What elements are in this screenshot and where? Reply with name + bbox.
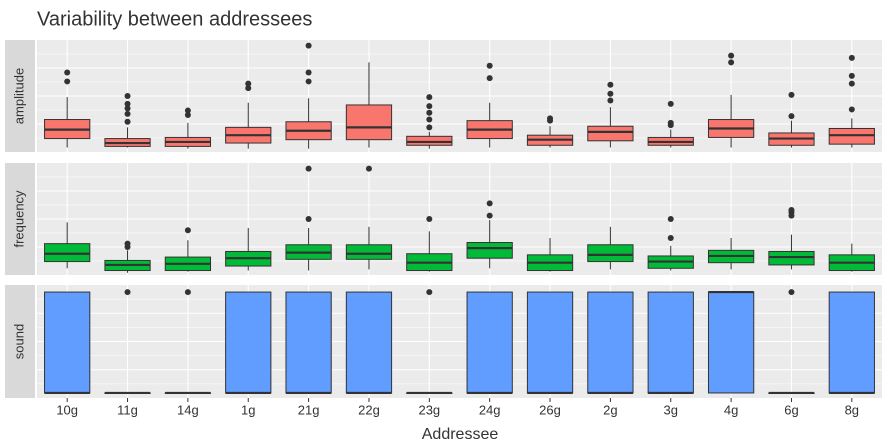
outlier bbox=[667, 216, 674, 222]
outlier bbox=[426, 124, 433, 131]
outlier bbox=[245, 80, 252, 87]
x-tick-label: 3g bbox=[664, 402, 678, 417]
x-tick-label: 8g bbox=[845, 402, 859, 417]
outlier bbox=[607, 90, 614, 97]
facet-label: sound bbox=[11, 324, 26, 359]
x-tick-label: 6g bbox=[784, 402, 798, 417]
facet-strip bbox=[5, 285, 35, 398]
outlier bbox=[486, 75, 493, 82]
outlier bbox=[667, 100, 674, 107]
outlier bbox=[245, 85, 252, 92]
outlier bbox=[124, 100, 131, 107]
outlier bbox=[667, 119, 674, 126]
outlier bbox=[547, 115, 554, 122]
box bbox=[707, 291, 755, 394]
x-axis-title: Addressee bbox=[422, 426, 499, 443]
outlier bbox=[184, 112, 191, 119]
outlier bbox=[124, 118, 131, 125]
outlier bbox=[728, 59, 735, 66]
x-tick-label: 2g bbox=[603, 402, 617, 417]
outlier bbox=[184, 227, 191, 234]
outlier bbox=[305, 78, 312, 85]
box bbox=[587, 244, 634, 263]
facet-strip bbox=[5, 163, 35, 275]
x-tick-label: 21g bbox=[298, 402, 320, 417]
box bbox=[828, 291, 875, 394]
outlier bbox=[848, 54, 855, 61]
outlier bbox=[426, 109, 433, 116]
box bbox=[647, 291, 694, 394]
box bbox=[345, 291, 393, 394]
x-tick-label: 1g bbox=[241, 402, 255, 417]
outlier bbox=[788, 207, 795, 214]
chart-title: Variability between addressees bbox=[37, 8, 312, 30]
outlier bbox=[426, 116, 433, 123]
box bbox=[587, 125, 634, 142]
box bbox=[466, 242, 513, 259]
outlier bbox=[788, 113, 795, 120]
box bbox=[768, 250, 815, 266]
outlier bbox=[426, 289, 433, 296]
outlier bbox=[64, 78, 71, 85]
box bbox=[828, 127, 875, 145]
outlier bbox=[426, 103, 433, 110]
outlier bbox=[848, 80, 855, 87]
x-tick-label: 26g bbox=[539, 402, 561, 417]
outlier bbox=[124, 105, 131, 112]
outlier bbox=[426, 94, 433, 101]
outlier bbox=[124, 110, 131, 117]
outlier bbox=[124, 289, 131, 296]
outlier bbox=[305, 42, 312, 49]
x-tick-label: 4g bbox=[724, 402, 738, 417]
outlier bbox=[124, 93, 131, 99]
box bbox=[345, 104, 393, 141]
x-tick-label: 23g bbox=[418, 402, 440, 417]
facet-strip bbox=[5, 40, 35, 152]
x-tick-label: 10g bbox=[56, 402, 78, 417]
outlier bbox=[848, 72, 855, 79]
outlier bbox=[184, 289, 191, 296]
outlier bbox=[486, 62, 493, 69]
outlier bbox=[788, 289, 795, 296]
outlier bbox=[486, 200, 493, 207]
outlier bbox=[305, 165, 312, 172]
outlier bbox=[667, 235, 674, 242]
outlier bbox=[848, 106, 855, 113]
outlier bbox=[728, 52, 735, 59]
box bbox=[285, 291, 332, 394]
box bbox=[526, 291, 574, 394]
outlier bbox=[305, 216, 312, 222]
outlier bbox=[607, 97, 614, 104]
outlier bbox=[305, 69, 312, 76]
box bbox=[587, 291, 634, 394]
x-tick-label: 24g bbox=[479, 402, 501, 417]
box bbox=[345, 244, 393, 260]
box bbox=[466, 291, 513, 394]
outlier bbox=[365, 165, 372, 172]
facet-label: amplitude bbox=[11, 68, 26, 124]
outlier bbox=[486, 212, 493, 219]
facet-label: frequency bbox=[11, 190, 26, 248]
box bbox=[225, 291, 272, 394]
outlier bbox=[64, 69, 71, 76]
outlier bbox=[184, 107, 191, 114]
x-tick-label: 22g bbox=[358, 402, 380, 417]
box bbox=[406, 135, 453, 146]
outlier bbox=[788, 91, 795, 98]
x-tick-label: 11g bbox=[117, 402, 138, 417]
box bbox=[44, 291, 91, 394]
outlier bbox=[607, 81, 614, 88]
box bbox=[44, 243, 91, 263]
x-tick-label: 14g bbox=[177, 402, 199, 417]
outlier bbox=[426, 216, 433, 222]
outlier bbox=[124, 240, 131, 247]
